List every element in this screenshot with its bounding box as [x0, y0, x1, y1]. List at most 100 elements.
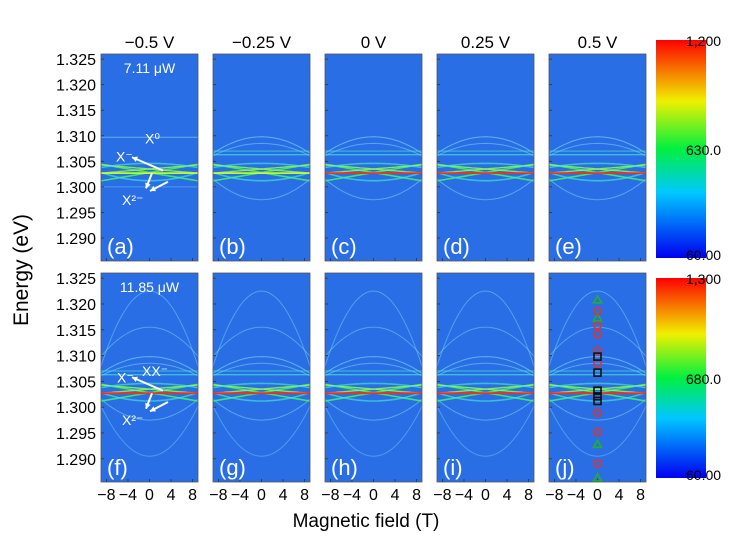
x-tick-label: −4 — [343, 487, 361, 504]
heatmap-background — [213, 54, 310, 261]
marker-triangle — [592, 294, 603, 304]
spectral-line — [437, 362, 534, 377]
heatmap-features — [549, 136, 646, 201]
x-tick-label: −8 — [209, 487, 227, 504]
x-tick-label: 4 — [391, 487, 400, 504]
y-axis-label: Energy (eV) — [10, 214, 33, 326]
spectral-line — [101, 362, 198, 377]
heatmap-background — [437, 273, 534, 482]
spectral-line — [325, 164, 422, 174]
heatmap-background — [549, 54, 646, 261]
marker-square — [593, 386, 602, 395]
arrow-head — [132, 156, 138, 162]
spectral-line — [549, 398, 646, 421]
colorbar-tick-label: 680.0 — [686, 371, 721, 387]
marker-square — [593, 392, 602, 401]
marker-square — [593, 368, 602, 377]
panel-label: (g) — [219, 455, 246, 480]
y-tick-label: 1.305 — [56, 374, 96, 391]
spectral-line — [213, 326, 310, 357]
spectral-line — [213, 162, 310, 169]
x-tick-label: 8 — [188, 487, 197, 504]
spectral-line — [325, 326, 422, 357]
panel-f: (f) −8 −4 0 4 8 11.85 μW X⁻ XX⁻ X²⁻ — [97, 272, 199, 504]
spectral-line — [213, 391, 310, 402]
spectral-line — [437, 142, 534, 157]
marker-circle — [593, 427, 602, 437]
y-tick-label: 1.320 — [56, 78, 96, 95]
arrow-head — [150, 406, 156, 412]
x-tick-label: 4 — [167, 487, 176, 504]
x-tick-label: 4 — [279, 487, 288, 504]
spectral-line — [101, 356, 198, 374]
spectral-line — [549, 162, 646, 169]
arrow-head — [145, 182, 151, 189]
spectral-line — [325, 391, 422, 402]
x-tick-label: 0 — [369, 487, 378, 504]
arrow-head — [150, 186, 156, 192]
arrow-head — [145, 402, 151, 409]
spectral-line — [437, 164, 534, 174]
x-tick-label: −8 — [97, 487, 115, 504]
spectral-line — [101, 382, 198, 389]
spectral-line — [437, 398, 534, 421]
annotation: X²⁻ — [122, 412, 143, 428]
x-tick-label: 8 — [524, 487, 533, 504]
y-tick-label: 1.310 — [56, 129, 96, 146]
y-tick-label: 1.295 — [56, 205, 96, 222]
x-tick-label: 4 — [615, 487, 624, 504]
x-tick-label: −4 — [567, 487, 585, 504]
spectral-line — [213, 164, 310, 174]
marker-circle — [593, 346, 602, 356]
heatmap-features — [213, 290, 310, 457]
y-tick-label: 1.325 — [56, 271, 96, 288]
panel-i: (i) −8 −4 0 4 8 — [433, 272, 535, 504]
marker-triangle — [592, 312, 603, 322]
spectral-line — [213, 398, 310, 421]
marker-circle — [593, 459, 602, 468]
x-tick-label: 8 — [636, 487, 645, 504]
column-title: 0 V — [361, 33, 387, 52]
panel-c: (c) — [324, 53, 423, 262]
x-tick-label: −8 — [321, 487, 339, 504]
spectral-line — [213, 362, 310, 377]
spectral-line — [549, 136, 646, 154]
x-tick-label: 8 — [300, 487, 309, 504]
spectral-line — [437, 171, 534, 182]
panel-d: (d) — [436, 53, 535, 262]
heatmap-background — [549, 273, 646, 482]
arrow — [131, 156, 164, 172]
panel-label: (c) — [331, 234, 357, 259]
y-tick-label: 1.310 — [56, 349, 96, 366]
heatmap-background — [325, 273, 422, 482]
marker-square — [593, 352, 602, 361]
x-tick-label: 0 — [593, 487, 602, 504]
spectral-line — [549, 384, 646, 394]
y-tick-label: 1.295 — [56, 426, 96, 443]
spectral-line — [437, 382, 534, 389]
spectral-line — [437, 178, 534, 201]
power-label: 11.85 μW — [120, 279, 180, 295]
spectral-line — [213, 384, 310, 394]
spectral-line — [213, 405, 310, 457]
spectral-line — [213, 142, 310, 157]
colorbar-tick-label: 630.0 — [686, 142, 721, 158]
colorbar-tick-label: 60.00 — [686, 247, 721, 263]
spectral-line — [325, 171, 422, 182]
x-tick-label: 8 — [412, 487, 421, 504]
spectral-line — [437, 384, 534, 394]
column-title: 0.5 V — [578, 33, 618, 52]
y-tick-label: 1.300 — [56, 400, 96, 417]
marker-circle — [593, 330, 602, 339]
panel-label: (h) — [331, 455, 358, 480]
spectral-line — [101, 384, 198, 394]
marker-circle — [593, 408, 602, 418]
colorbar-tick-label: 60.00 — [686, 467, 721, 483]
spectral-line — [549, 178, 646, 201]
y-tick-label: 1.315 — [56, 103, 96, 120]
x-tick-label: 0 — [481, 487, 490, 504]
spectral-line — [549, 290, 646, 367]
y-tick-label: 1.290 — [56, 231, 96, 248]
spectral-line — [213, 356, 310, 374]
spectral-line — [549, 356, 646, 374]
